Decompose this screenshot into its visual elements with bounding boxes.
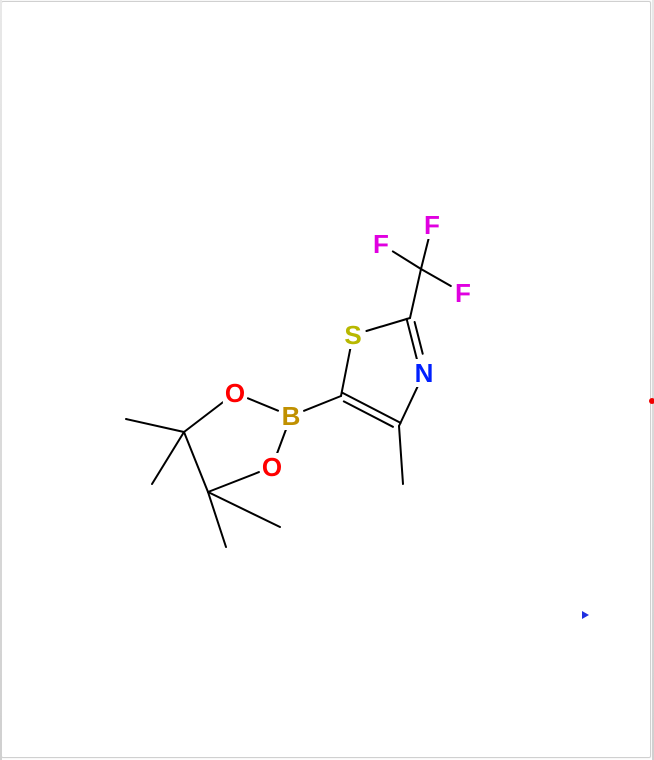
atom-N: N bbox=[413, 359, 436, 387]
atom-F: F bbox=[453, 279, 473, 307]
atom-F: F bbox=[371, 230, 391, 258]
molecule-diagram bbox=[0, 0, 654, 760]
atom-O: O bbox=[223, 379, 247, 407]
atom-F: F bbox=[422, 211, 442, 239]
red-dot-icon bbox=[649, 398, 654, 404]
bond-layer bbox=[126, 239, 451, 547]
play-arrow-icon bbox=[582, 611, 589, 619]
atom-S: S bbox=[342, 321, 363, 349]
atom-O: O bbox=[260, 453, 284, 481]
atom-B: B bbox=[280, 402, 303, 430]
